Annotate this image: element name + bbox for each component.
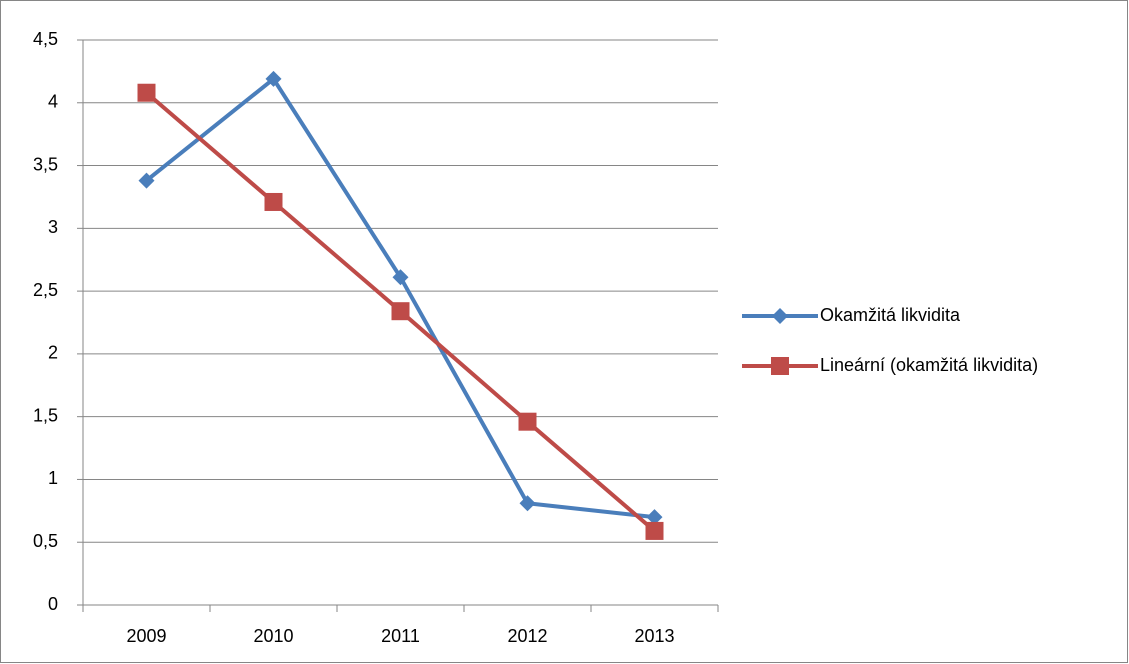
data-point bbox=[138, 172, 155, 189]
data-point bbox=[645, 521, 664, 540]
data-point bbox=[646, 509, 663, 526]
x-tick-label: 2011 bbox=[381, 626, 420, 646]
data-point bbox=[265, 70, 282, 87]
y-tick-label: 1,5 bbox=[33, 405, 58, 425]
x-tick-label: 2012 bbox=[507, 626, 547, 646]
y-tick-label: 3 bbox=[48, 217, 58, 237]
legend-label: Lineární (okamžitá likvidita) bbox=[820, 355, 1038, 375]
data-point bbox=[518, 412, 537, 431]
data-point bbox=[391, 302, 410, 321]
y-tick-label: 3,5 bbox=[33, 154, 58, 174]
data-point bbox=[137, 83, 156, 102]
data-point bbox=[392, 269, 409, 286]
legend-marker bbox=[771, 357, 789, 375]
y-tick-label: 2,5 bbox=[33, 280, 58, 300]
y-tick-label: 0,5 bbox=[33, 531, 58, 551]
y-tick-label: 4,5 bbox=[33, 29, 58, 49]
x-tick-label: 2010 bbox=[253, 626, 293, 646]
legend-label: Okamžitá likvidita bbox=[820, 305, 961, 325]
y-tick-label: 1 bbox=[48, 468, 58, 488]
x-tick-label: 2013 bbox=[634, 626, 674, 646]
legend-marker bbox=[772, 308, 788, 324]
y-tick-label: 0 bbox=[48, 594, 58, 614]
data-point bbox=[264, 192, 283, 211]
y-tick-label: 2 bbox=[48, 343, 58, 363]
y-tick-label: 4 bbox=[48, 92, 58, 112]
x-tick-label: 2009 bbox=[126, 626, 166, 646]
data-point bbox=[519, 495, 536, 512]
